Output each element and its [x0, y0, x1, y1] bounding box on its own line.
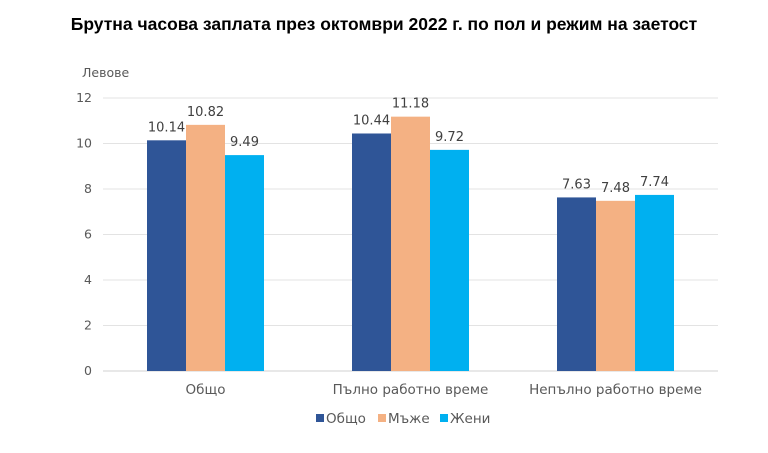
bar [635, 194, 674, 371]
x-tick-label: Пълно работно време [333, 382, 489, 398]
y-tick-label: 6 [84, 227, 92, 242]
bar [186, 124, 225, 371]
legend-label: Жени [450, 411, 490, 427]
bar [430, 149, 469, 371]
bar [352, 133, 391, 371]
legend-swatch [378, 414, 386, 422]
y-tick-label: 4 [84, 272, 92, 287]
x-tick-label: Общо [186, 382, 226, 398]
y-tick-label: 2 [84, 318, 92, 333]
bar [391, 116, 430, 371]
data-label: 11.18 [392, 97, 429, 112]
y-axis-label: Левове [82, 65, 129, 80]
bar [596, 200, 635, 371]
bar [225, 155, 264, 371]
y-tick-label: 12 [76, 90, 92, 105]
chart-title: Брутна часова заплата през октомври 2022… [70, 14, 698, 34]
bar [147, 140, 186, 371]
bar [557, 197, 596, 371]
legend-label: Общо [326, 411, 366, 427]
legend-swatch [316, 414, 324, 422]
data-label: 10.44 [353, 113, 390, 128]
data-label: 7.74 [640, 175, 669, 190]
data-label: 9.49 [230, 135, 259, 150]
y-tick-label: 0 [84, 363, 92, 378]
data-label: 10.82 [187, 105, 224, 120]
y-tick-label: 8 [84, 181, 92, 196]
y-tick-label: 10 [76, 136, 92, 151]
data-label: 7.48 [601, 181, 630, 196]
data-label: 9.72 [435, 130, 464, 145]
x-tick-label: Непълно работно време [529, 382, 702, 398]
legend-swatch [440, 414, 448, 422]
legend-label: Мъже [388, 411, 430, 427]
data-label: 7.63 [562, 177, 591, 192]
data-label: 10.14 [148, 120, 185, 135]
